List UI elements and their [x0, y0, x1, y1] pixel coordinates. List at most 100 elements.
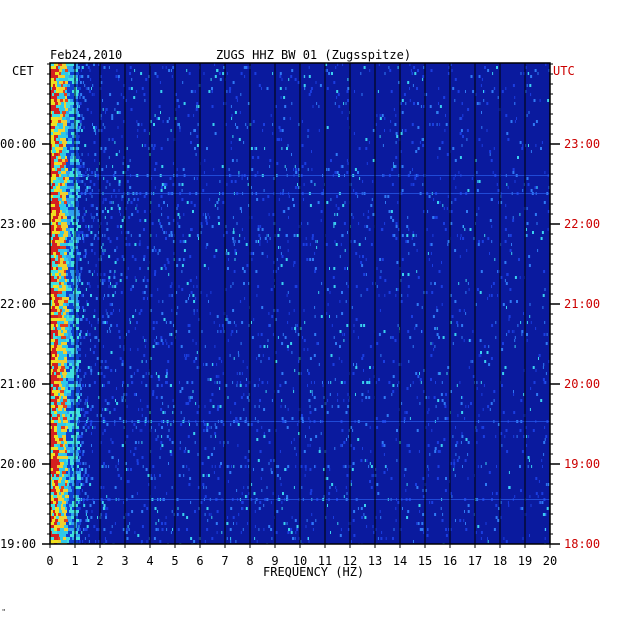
heat-cell [257, 156, 260, 159]
heat-cell [516, 435, 518, 438]
heat-cell [429, 501, 431, 504]
heat-cell [360, 459, 363, 462]
heat-cell [81, 453, 84, 456]
heat-cell [333, 222, 335, 225]
heat-cell [73, 285, 75, 288]
heat-cell [50, 264, 52, 267]
heat-cell [168, 222, 171, 225]
heat-cell [318, 105, 320, 108]
heat-cell [354, 90, 355, 93]
heat-cell [86, 516, 88, 519]
heat-cell [61, 171, 63, 174]
heat-cell [259, 240, 261, 243]
heat-cell [477, 180, 479, 183]
heat-cell [134, 327, 136, 330]
heat-cell [50, 159, 54, 162]
heat-cell [70, 399, 72, 402]
heat-cell [82, 165, 85, 168]
heat-cell [427, 411, 429, 414]
heat-cell [84, 471, 87, 474]
heat-cell [60, 537, 63, 540]
date-label: Feb24,2010 [50, 48, 122, 62]
heat-cell [472, 360, 474, 363]
heat-cell [437, 156, 439, 159]
heat-cell [61, 411, 64, 414]
heat-cell [152, 465, 155, 468]
heat-cell [156, 117, 159, 120]
heat-cell [116, 69, 118, 72]
heat-cell [74, 84, 78, 87]
heat-cell [52, 231, 54, 234]
heat-cell [68, 324, 70, 327]
heat-cell [126, 468, 129, 471]
heat-cell [50, 300, 52, 303]
heat-cell [50, 189, 54, 192]
heat-cell [154, 273, 156, 276]
heat-cell [186, 465, 188, 468]
heat-cell [77, 384, 81, 387]
heat-cell [402, 507, 403, 510]
heat-cell [256, 198, 259, 201]
heat-cell [50, 363, 52, 366]
heat-cell [487, 69, 490, 72]
heat-cell [66, 522, 69, 525]
heat-cell [68, 132, 71, 135]
heat-cell [55, 354, 57, 357]
heat-cell [131, 78, 133, 81]
heat-cell [58, 153, 60, 156]
heat-cell [59, 78, 61, 81]
heat-cell [50, 438, 52, 441]
heat-cell [217, 330, 219, 333]
heat-cell [72, 507, 75, 510]
heat-cell [70, 468, 72, 471]
heat-cell [377, 492, 380, 495]
heat-cell [63, 399, 67, 402]
heat-cell [372, 525, 374, 528]
heat-cell [52, 120, 56, 123]
heat-cell [66, 513, 68, 516]
heat-cell [262, 198, 265, 201]
heat-cell [230, 105, 232, 108]
heat-cell [105, 186, 107, 189]
heat-cell [173, 234, 175, 237]
heat-cell [190, 501, 192, 504]
heat-cell [50, 441, 52, 444]
heat-cell [81, 231, 84, 234]
heat-cell [380, 228, 383, 231]
heat-cell [366, 225, 369, 228]
heat-cell [94, 363, 96, 366]
heat-cell [57, 375, 59, 378]
heat-cell [65, 69, 68, 72]
heat-cell [50, 459, 52, 462]
heat-cell [50, 354, 52, 357]
heat-cell [59, 93, 61, 96]
heat-cell [68, 492, 71, 495]
heat-cell [495, 492, 498, 495]
heat-cell [259, 450, 262, 453]
heat-cell [53, 141, 55, 144]
heat-cell [387, 468, 388, 471]
heat-cell [529, 495, 531, 498]
heat-cell [170, 453, 173, 456]
heat-cell [67, 405, 71, 408]
heat-cell [543, 363, 545, 366]
heat-cell [438, 336, 440, 339]
heat-cell [90, 366, 92, 369]
heat-cell [347, 87, 350, 90]
heat-cell [63, 132, 66, 135]
heat-cell [64, 363, 67, 366]
heat-cell [53, 84, 55, 87]
heat-cell [234, 252, 236, 255]
heat-cell [61, 135, 64, 138]
heat-cell [376, 342, 379, 345]
heat-cell [52, 354, 55, 357]
heat-cell [86, 186, 89, 189]
heat-cell [396, 261, 399, 264]
heat-cell [69, 363, 72, 366]
heat-cell [395, 294, 397, 297]
heat-cell [67, 219, 71, 222]
heat-cell [165, 369, 168, 372]
heat-cell [65, 327, 69, 330]
heat-cell [77, 90, 79, 93]
heat-cell [67, 201, 71, 204]
